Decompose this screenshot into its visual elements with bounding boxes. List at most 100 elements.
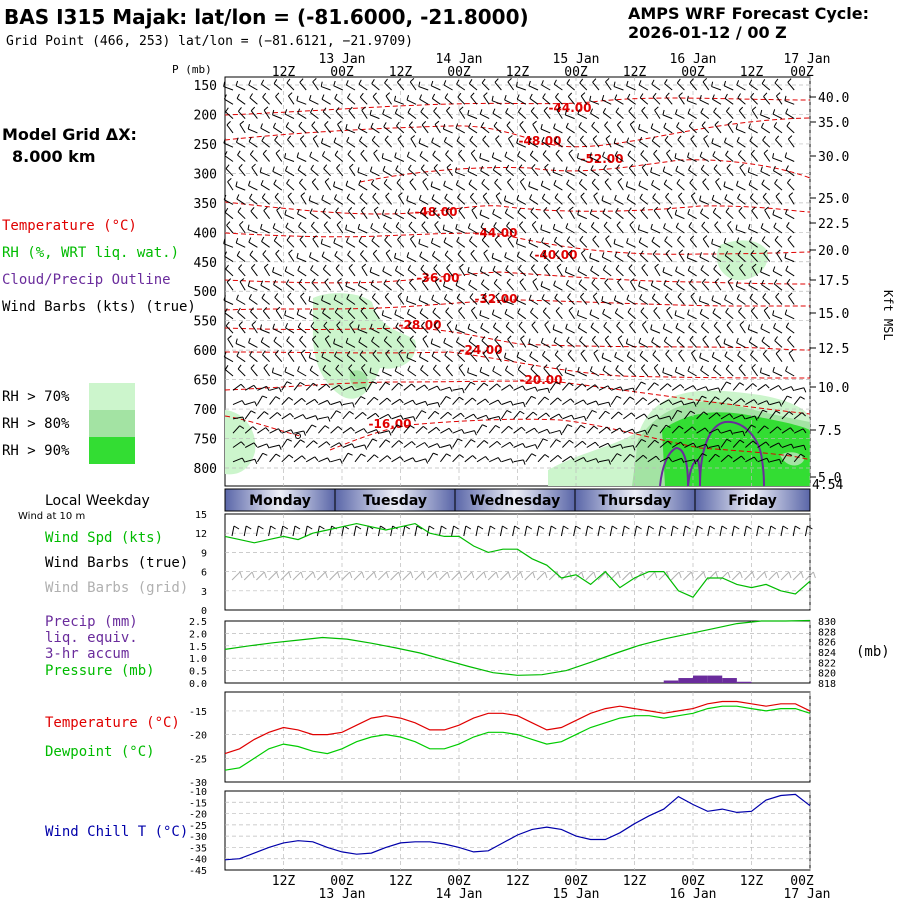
wind-barb <box>396 178 405 191</box>
wind-barb <box>305 456 319 463</box>
wind-barb-shaft <box>445 154 453 162</box>
barb-feather <box>721 525 728 530</box>
wind-barb-shaft <box>232 416 243 420</box>
wind-barb-feather <box>760 223 764 229</box>
wind-barb-shaft <box>468 340 478 348</box>
wind-barb-feather <box>532 411 538 416</box>
true-wind-barb <box>695 525 703 537</box>
wind-barb <box>257 411 269 420</box>
pressure-tick-label: 650 <box>194 374 217 389</box>
barb-shaft <box>670 525 674 537</box>
wind-barb-shaft <box>725 154 734 162</box>
wind-barb-feather <box>790 386 795 392</box>
wind-barb-shaft <box>614 255 624 263</box>
wind-barb-feather <box>763 149 769 154</box>
wind-barb-shaft <box>757 457 768 463</box>
wind-barb-feather <box>323 321 328 327</box>
wind-barb-feather <box>518 321 523 327</box>
wind-barb-feather <box>800 453 806 458</box>
barb-feather <box>617 571 621 579</box>
wind-barb-shaft <box>236 141 246 148</box>
wind-barb-shaft <box>517 312 527 320</box>
wind-barb <box>469 192 478 205</box>
wind-barb-feather <box>223 238 226 244</box>
wind-barb-shaft <box>579 239 588 248</box>
wind-barb-shaft <box>641 324 649 334</box>
grid-wind-barb <box>792 571 804 581</box>
wind-barb <box>273 279 283 291</box>
wind-barb <box>635 454 648 463</box>
barb-feather <box>337 571 341 579</box>
wind-barb-feather <box>676 336 681 341</box>
wind-barb-feather <box>556 106 562 111</box>
wind-barb-feather <box>540 224 543 230</box>
wind-barb-shaft <box>781 427 791 434</box>
wind-barb-feather <box>303 430 307 436</box>
wind-barb <box>516 194 527 205</box>
wind-barb-feather <box>299 235 304 240</box>
wind-barb <box>747 324 758 334</box>
wind-barb-shaft <box>409 282 417 291</box>
wind-barb <box>508 135 515 148</box>
wind-barb-shaft <box>525 396 532 405</box>
legend-temp2: Temperature (°C) <box>45 715 180 731</box>
wind-barb-feather <box>664 135 669 141</box>
true-wind-barb <box>292 525 301 537</box>
wind-barb <box>671 384 685 391</box>
wind-barb-shaft <box>373 310 380 320</box>
wind-barb-shaft <box>577 270 588 277</box>
wind-barb-feather <box>351 385 356 391</box>
wind-barb <box>269 387 282 393</box>
wind-barb <box>248 337 258 348</box>
wind-barb-shaft <box>604 282 612 291</box>
wind-barb <box>748 180 758 191</box>
wind-barb-shaft <box>749 297 758 305</box>
wind-barb-feather <box>567 424 573 428</box>
wind-barb-shaft <box>578 283 588 291</box>
wind-barb <box>432 307 441 320</box>
wind-barb <box>419 251 429 263</box>
wind-barb <box>553 79 563 91</box>
wind-barb-shaft <box>359 297 368 305</box>
wind-barb <box>566 236 575 248</box>
wind-barb-feather <box>491 152 495 158</box>
wind-barb-feather <box>449 386 453 392</box>
wind-barb <box>671 425 684 434</box>
wind-barb-shaft <box>737 197 746 205</box>
wind-barb-feather <box>409 335 414 340</box>
wind-barb-feather <box>492 165 497 171</box>
wind-barb-feather <box>434 120 440 125</box>
wind-barb-shaft <box>297 213 307 220</box>
wind-barb-feather <box>459 396 464 401</box>
wind-barb-feather <box>712 151 716 156</box>
wind-barb-shaft <box>379 455 388 463</box>
bottom-hour-label: 00Z <box>790 874 814 889</box>
wind-barb <box>422 178 429 191</box>
wind-barb <box>598 410 610 420</box>
wind-barb-shaft <box>379 413 389 420</box>
wind-barb-feather <box>592 292 598 297</box>
wind-barb <box>492 209 502 220</box>
wind-barb-feather <box>495 424 501 429</box>
wind-barb-feather <box>620 386 624 392</box>
wind-barb <box>248 80 258 91</box>
wind-barb <box>361 106 368 119</box>
wind-barb-feather <box>363 428 368 433</box>
wind-barb <box>635 429 648 436</box>
wind-barb-feather <box>418 138 421 144</box>
wind-barb-feather <box>803 445 807 451</box>
wind-barb-shaft <box>626 85 636 91</box>
wind-barb <box>590 108 600 120</box>
wind-barb <box>504 95 514 105</box>
wind-barb <box>309 365 319 377</box>
wind-barb-shaft <box>336 224 344 234</box>
wind-barb-feather <box>312 78 317 83</box>
wind-barb-shaft <box>261 140 270 148</box>
barb-feather <box>685 525 691 530</box>
barb-shaft <box>731 525 735 537</box>
wind-barb <box>543 207 551 220</box>
wind-barb-shaft <box>701 326 710 334</box>
wind-barb <box>396 78 405 91</box>
wind-barb <box>427 452 439 463</box>
wind-barb-feather <box>431 194 435 200</box>
